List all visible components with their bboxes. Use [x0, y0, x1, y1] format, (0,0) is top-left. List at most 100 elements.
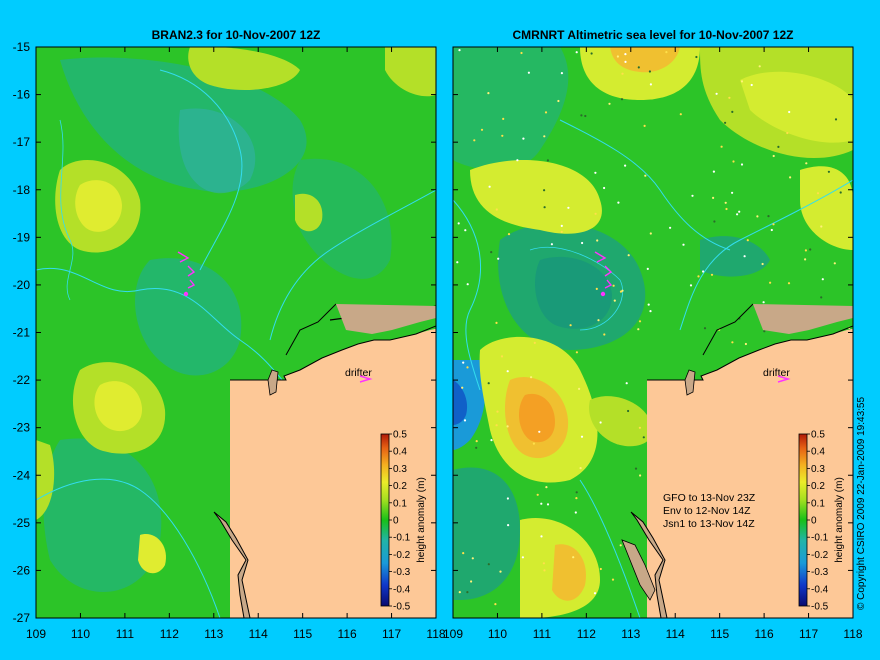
copyright-text: © Copyright CSIRO 2009 22-Jan-2009 19:43…	[856, 397, 867, 610]
observation-point	[713, 220, 716, 223]
observation-point	[740, 163, 744, 166]
observation-point	[527, 71, 531, 74]
observation-point	[603, 186, 606, 190]
observation-point	[470, 580, 473, 583]
observation-point	[821, 278, 824, 281]
observation-point	[599, 567, 602, 571]
observation-point	[736, 213, 739, 216]
observation-point	[665, 51, 668, 54]
x-tick-label: 110	[71, 627, 90, 641]
observation-point	[612, 284, 615, 287]
observation-point	[533, 341, 536, 344]
y-tick-label: -23	[13, 421, 31, 435]
colorbar-label-left: height anomaly (m)	[416, 477, 427, 563]
observation-point	[506, 497, 509, 500]
observation-point	[569, 324, 572, 327]
x-tick-label: 118	[843, 627, 862, 641]
x-tick-label: 113	[204, 627, 223, 641]
satellite-notes: GFO to 13-Nov 23Z Env to 12-Nov 14Z Jsn1…	[663, 492, 756, 530]
y-axis-left: -15 -16 -17 -18 -19 -20 -21 -22 -23 -24 -25 -26 -27	[13, 40, 31, 625]
observation-point	[560, 224, 563, 227]
observation-point	[499, 570, 502, 573]
observation-point	[647, 303, 650, 306]
observation-point	[682, 243, 685, 246]
observation-point	[497, 257, 500, 260]
observation-point	[695, 55, 698, 59]
observation-point	[625, 382, 628, 385]
observation-point	[624, 60, 627, 64]
observation-point	[490, 251, 493, 254]
observation-point	[767, 215, 770, 218]
observation-point	[594, 212, 597, 215]
observation-point	[627, 254, 630, 257]
observation-point	[758, 65, 761, 68]
observation-point	[475, 446, 478, 449]
colorbar-tick-label: -0.2	[393, 550, 411, 561]
observation-point	[466, 366, 469, 369]
x-tick-label: 114	[666, 627, 685, 641]
y-tick-label: -19	[13, 230, 31, 244]
observation-point	[644, 174, 647, 177]
observation-point	[490, 439, 493, 442]
observation-point	[638, 426, 642, 429]
y-tick-label: -24	[13, 468, 31, 482]
observation-point	[762, 301, 765, 304]
observation-point	[522, 137, 525, 140]
observation-point	[621, 289, 624, 292]
observation-point	[458, 49, 461, 52]
x-tick-label: 114	[249, 627, 268, 641]
observation-point	[731, 191, 734, 194]
colorbar-tick-label: 0	[811, 516, 817, 527]
observation-point	[595, 287, 598, 290]
observation-point	[691, 194, 694, 197]
observation-point	[715, 92, 718, 95]
observation-point	[740, 80, 744, 83]
observation-point	[827, 170, 831, 173]
observation-point	[543, 569, 546, 572]
observation-point	[463, 419, 467, 422]
observation-point	[590, 52, 593, 55]
observation-point	[649, 83, 653, 86]
x-tick-label: 115	[710, 627, 729, 641]
observation-point	[624, 164, 627, 167]
observation-point	[456, 261, 459, 264]
observation-point	[593, 592, 597, 595]
colorbar-tick-label: 0.3	[811, 464, 825, 475]
right-map	[453, 47, 853, 618]
observation-point	[540, 502, 543, 505]
observation-point	[557, 99, 560, 103]
observation-point	[560, 72, 564, 75]
observation-point	[575, 51, 578, 54]
observation-point	[725, 207, 728, 211]
observation-point	[621, 72, 624, 75]
observation-point	[574, 511, 577, 514]
observation-point	[597, 319, 600, 322]
observation-point	[613, 299, 616, 302]
observation-point	[487, 563, 490, 566]
observation-point	[642, 436, 645, 439]
observation-point	[743, 255, 746, 258]
observation-point	[643, 124, 646, 127]
observation-point	[495, 321, 498, 324]
x-tick-label: 112	[577, 627, 596, 641]
y-tick-label: -26	[13, 563, 31, 577]
observation-point	[746, 239, 749, 242]
x-tick-label: 109	[26, 627, 46, 641]
observation-point	[646, 267, 649, 270]
observation-point	[495, 424, 498, 427]
colorbar-tick-label: -0.5	[393, 602, 411, 613]
observation-point	[697, 275, 700, 278]
drifter-label-right: drifter	[763, 367, 790, 379]
observation-point	[620, 98, 624, 101]
drifter-track-right	[594, 251, 613, 297]
observation-point	[816, 192, 820, 195]
y-tick-label: -21	[13, 326, 31, 340]
observation-point	[530, 376, 533, 379]
observation-point	[560, 230, 563, 233]
y-tick-label: -15	[13, 40, 31, 54]
observation-point	[649, 232, 652, 235]
observation-point	[744, 342, 748, 346]
observation-point	[495, 208, 498, 211]
observation-point	[462, 552, 465, 555]
observation-point	[546, 503, 550, 506]
